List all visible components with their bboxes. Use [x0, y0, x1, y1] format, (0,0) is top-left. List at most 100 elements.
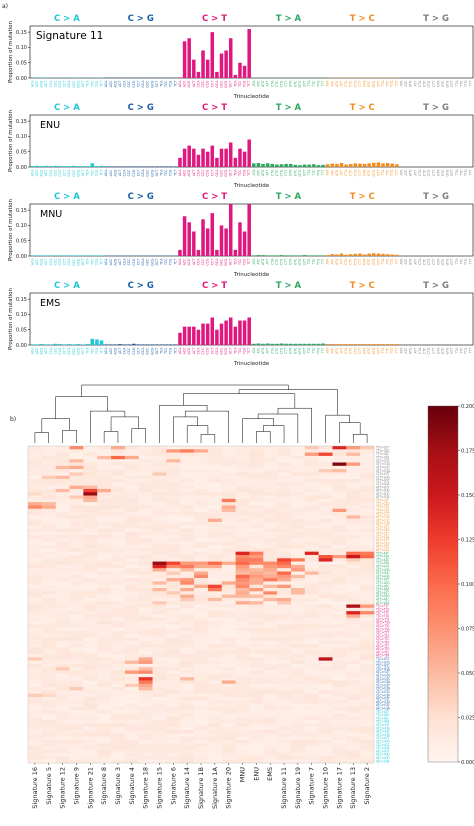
- heatmap-cell: [346, 512, 361, 516]
- heatmap-cell: [83, 581, 98, 585]
- group-header: C > A: [54, 281, 80, 291]
- row-label: G[T>C]C: [376, 518, 390, 522]
- heatmap-cell: [83, 627, 98, 632]
- heatmap-cell: [111, 693, 126, 698]
- heatmap-cell: [55, 723, 70, 727]
- x-tick-label: ACC: [109, 258, 113, 265]
- bar: [30, 344, 35, 345]
- heatmap-cell: [346, 535, 361, 539]
- heatmap-cell: [318, 535, 333, 539]
- x-tick-label: CCG: [132, 347, 136, 355]
- heatmap-cell: [97, 518, 112, 523]
- bar: [399, 344, 404, 345]
- heatmap-cell: [360, 640, 375, 645]
- heatmap-cell: [97, 558, 112, 562]
- x-tick-label: GCA: [67, 347, 71, 355]
- heatmap-cell: [263, 627, 278, 632]
- row-label: T[C>A]T: [375, 710, 389, 714]
- x-tick-label: TTA: [307, 80, 311, 88]
- heatmap-cell: [318, 611, 333, 615]
- x-tick-label: CCC: [127, 169, 131, 177]
- heatmap-cell: [41, 637, 56, 642]
- x-tick-label: TTT: [469, 258, 473, 266]
- heatmap-cell: [41, 518, 56, 523]
- dendrogram-link: [325, 414, 351, 443]
- heatmap-cell: [124, 564, 140, 569]
- bar: [358, 253, 362, 256]
- heatmap-cell: [41, 621, 56, 625]
- heatmap-cell: [235, 637, 250, 642]
- heatmap-cell: [41, 446, 56, 450]
- column-label: Signature 8: [100, 767, 108, 805]
- x-tick-label: ACG: [113, 80, 117, 87]
- heatmap-cell: [249, 690, 264, 694]
- heatmap-cell: [346, 587, 361, 592]
- x-tick-label: GTT: [376, 347, 380, 354]
- heatmap-cell: [360, 723, 375, 727]
- heatmap-cell: [263, 495, 278, 500]
- heatmap-cell: [28, 508, 43, 513]
- heatmap-cell: [318, 604, 333, 609]
- heatmap-cell: [277, 607, 292, 612]
- heatmap-cell: [360, 683, 375, 688]
- heatmap-cell: [55, 726, 70, 731]
- heatmap-cell: [360, 700, 375, 704]
- heatmap-cell: [194, 518, 209, 523]
- heatmap-cell: [263, 521, 278, 526]
- row-label: C[C>T]C: [376, 637, 389, 641]
- heatmap-cell: [263, 739, 278, 744]
- heatmap-cell: [235, 690, 250, 694]
- x-tick-label: ATC: [330, 258, 334, 265]
- heatmap-cell: [318, 564, 333, 569]
- heatmap-cell: [69, 624, 84, 628]
- heatmap-cell: [152, 611, 167, 615]
- heatmap-cell: [290, 446, 306, 450]
- heatmap-cell: [111, 515, 126, 519]
- heatmap-cell: [111, 663, 126, 668]
- heatmap-cell: [263, 640, 278, 645]
- heatmap-cell: [304, 551, 319, 556]
- heatmap-cell: [69, 568, 84, 572]
- heatmap-cell: [318, 663, 333, 668]
- bar: [76, 255, 81, 256]
- heatmap-cell: [290, 495, 306, 500]
- heatmap-cell: [69, 515, 84, 519]
- heatmap-cell: [180, 578, 195, 582]
- heatmap-cell: [194, 564, 209, 569]
- heatmap-cell: [180, 485, 195, 490]
- heatmap-cell: [277, 561, 292, 566]
- heatmap-cell: [97, 475, 112, 480]
- row-label: G[C>G]C: [376, 677, 390, 681]
- heatmap-cell: [97, 574, 112, 579]
- heatmap-cell: [111, 578, 126, 582]
- heatmap-cell: [83, 574, 98, 579]
- heatmap-cell: [332, 597, 347, 602]
- bar: [150, 166, 155, 167]
- heatmap-cell: [69, 716, 84, 721]
- column-label: Signature 10: [322, 767, 330, 809]
- heatmap-cell: [124, 756, 140, 760]
- heatmap-cell: [41, 759, 56, 764]
- heatmap-cell: [41, 634, 56, 638]
- heatmap-cell: [304, 455, 319, 460]
- bar: [376, 253, 381, 256]
- x-tick-label: TTA: [307, 258, 311, 266]
- x-tick-label: TTC: [312, 169, 316, 177]
- heatmap-cell: [207, 673, 223, 678]
- heatmap-cell: [277, 584, 292, 589]
- heatmap-cell: [346, 739, 361, 744]
- heatmap-cell: [360, 749, 375, 754]
- heatmap-cell: [28, 535, 43, 539]
- heatmap-cell: [55, 531, 70, 536]
- heatmap-cell: [111, 746, 126, 751]
- heatmap-cell: [111, 505, 126, 510]
- heatmap-cell: [194, 545, 209, 549]
- row-label: G[T>G]C: [376, 465, 390, 469]
- x-tick-label: TCA: [160, 169, 164, 177]
- heatmap-cell: [221, 627, 236, 632]
- heatmap-cell: [194, 703, 209, 708]
- group-header: T > G: [423, 103, 449, 113]
- heatmap-cell: [207, 525, 223, 529]
- row-label: C[T>C]T: [376, 525, 389, 529]
- heatmap-cell: [263, 759, 278, 764]
